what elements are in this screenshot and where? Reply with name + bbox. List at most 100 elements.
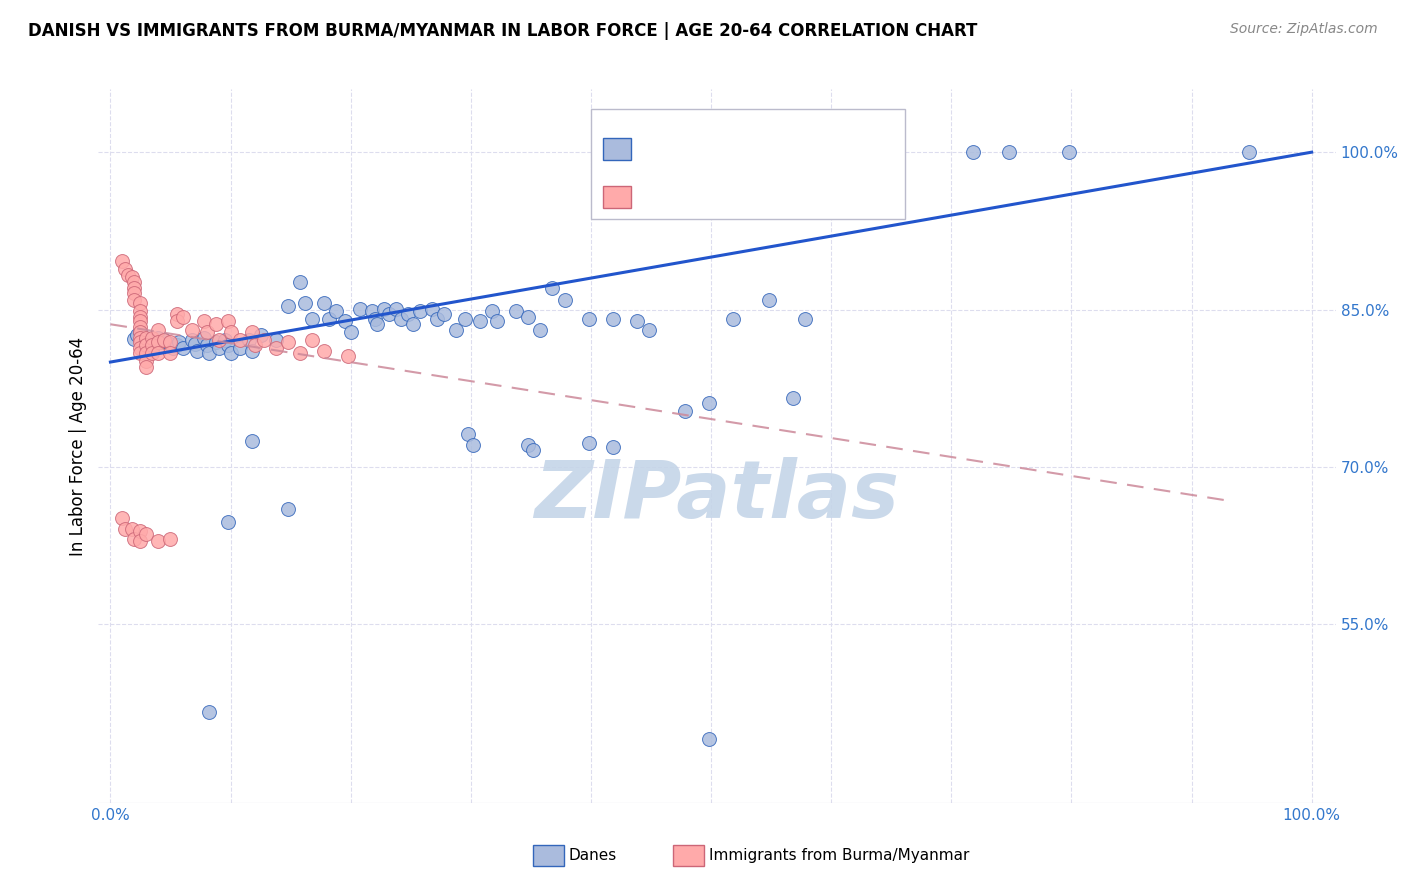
Point bbox=[124, 332, 146, 346]
Point bbox=[124, 285, 146, 300]
Point bbox=[217, 314, 239, 328]
Point bbox=[486, 314, 509, 328]
Point bbox=[135, 360, 157, 375]
Point bbox=[673, 404, 696, 418]
Point bbox=[124, 293, 146, 307]
Point bbox=[364, 312, 387, 326]
Point bbox=[385, 301, 408, 316]
Point bbox=[522, 443, 544, 458]
Point bbox=[318, 312, 340, 326]
Point bbox=[121, 522, 143, 536]
Point bbox=[124, 275, 146, 289]
Point bbox=[426, 312, 449, 326]
Point bbox=[553, 293, 575, 307]
Point bbox=[541, 280, 564, 294]
Point bbox=[153, 333, 176, 347]
Point bbox=[219, 345, 242, 359]
Point bbox=[240, 343, 263, 358]
Point bbox=[373, 301, 395, 316]
Point bbox=[697, 731, 720, 746]
Point bbox=[124, 280, 146, 294]
Point bbox=[249, 327, 271, 342]
Point bbox=[389, 312, 412, 326]
Point bbox=[277, 300, 299, 314]
Point bbox=[301, 312, 323, 326]
Point bbox=[602, 440, 624, 454]
Point bbox=[217, 338, 239, 352]
Point bbox=[111, 254, 134, 268]
Point bbox=[135, 338, 157, 352]
Point bbox=[264, 333, 287, 347]
Point bbox=[697, 396, 720, 410]
Point bbox=[205, 335, 228, 350]
Point bbox=[172, 342, 194, 356]
Point bbox=[463, 438, 485, 452]
Point bbox=[517, 438, 540, 452]
Point bbox=[129, 303, 152, 318]
Point bbox=[166, 338, 188, 352]
Text: DANISH VS IMMIGRANTS FROM BURMA/MYANMAR IN LABOR FORCE | AGE 20-64 CORRELATION C: DANISH VS IMMIGRANTS FROM BURMA/MYANMAR … bbox=[28, 22, 977, 40]
Point bbox=[125, 327, 148, 342]
Point bbox=[325, 303, 347, 318]
Point bbox=[721, 312, 744, 326]
Point bbox=[294, 296, 316, 310]
Point bbox=[129, 335, 152, 350]
Point bbox=[339, 325, 361, 339]
Point bbox=[181, 322, 204, 336]
Point bbox=[446, 322, 468, 336]
Point bbox=[366, 318, 388, 332]
Point bbox=[433, 307, 456, 321]
Point bbox=[277, 502, 299, 516]
Point bbox=[217, 515, 239, 529]
Point bbox=[301, 333, 323, 347]
Point bbox=[135, 354, 157, 368]
Point bbox=[135, 527, 157, 541]
Point bbox=[129, 320, 152, 334]
Point bbox=[758, 293, 780, 307]
Point bbox=[138, 339, 160, 353]
Text: Source: ZipAtlas.com: Source: ZipAtlas.com bbox=[1230, 22, 1378, 37]
Point bbox=[626, 314, 648, 328]
Point bbox=[205, 318, 228, 332]
Point bbox=[198, 705, 221, 719]
Point bbox=[198, 345, 221, 359]
Point bbox=[129, 345, 152, 359]
Point bbox=[578, 312, 600, 326]
Point bbox=[114, 261, 136, 276]
Point bbox=[402, 318, 425, 332]
Point bbox=[149, 335, 172, 350]
Point bbox=[396, 307, 419, 321]
Point bbox=[229, 342, 252, 356]
Point bbox=[129, 534, 152, 549]
Point bbox=[782, 391, 804, 405]
Point bbox=[457, 427, 479, 442]
Point bbox=[135, 331, 157, 345]
Point bbox=[264, 342, 287, 356]
Point bbox=[195, 325, 218, 339]
Point bbox=[148, 331, 170, 345]
Point bbox=[114, 522, 136, 536]
Point bbox=[238, 333, 260, 347]
Point bbox=[229, 333, 252, 347]
Point bbox=[529, 322, 551, 336]
Point bbox=[314, 343, 336, 358]
Point bbox=[1057, 145, 1080, 160]
Point bbox=[129, 325, 152, 339]
Point bbox=[186, 343, 208, 358]
Point bbox=[141, 343, 163, 357]
Point bbox=[962, 145, 984, 160]
Point bbox=[183, 337, 205, 351]
Point bbox=[349, 301, 371, 316]
Point bbox=[253, 333, 276, 347]
Point bbox=[121, 270, 143, 285]
Point bbox=[481, 303, 503, 318]
Point bbox=[166, 307, 188, 321]
Point bbox=[129, 314, 152, 328]
Point bbox=[159, 337, 181, 351]
Point bbox=[193, 314, 215, 328]
Point bbox=[409, 303, 432, 318]
Point bbox=[148, 534, 170, 549]
Point bbox=[998, 145, 1021, 160]
Point bbox=[129, 296, 152, 310]
Point bbox=[505, 303, 527, 318]
